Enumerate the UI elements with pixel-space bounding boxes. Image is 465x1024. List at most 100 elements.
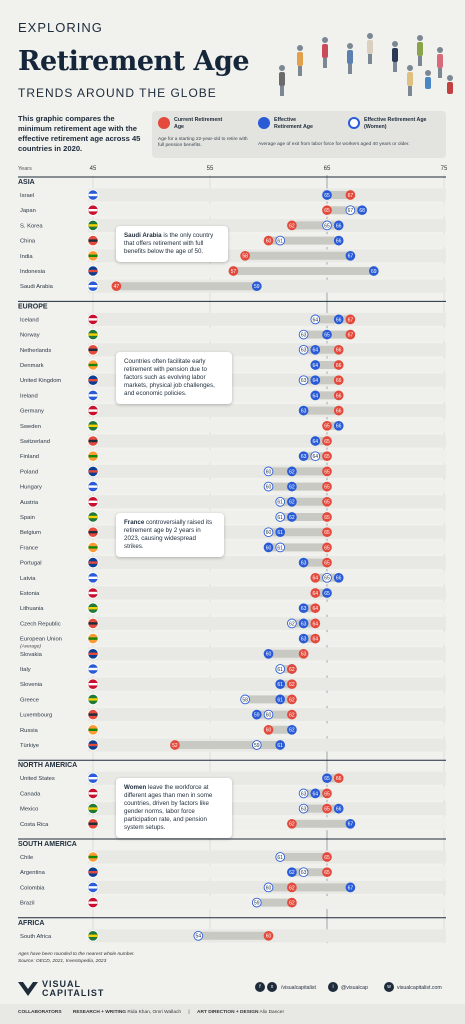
- country-label: Japan: [20, 208, 36, 214]
- flag-stripe: [88, 409, 98, 412]
- legend-current-label: Current Retirement Age: [174, 117, 223, 130]
- row-band: [88, 662, 446, 676]
- country-label: Finland: [20, 454, 39, 460]
- current-dot: [322, 867, 332, 878]
- effective-dot-label: 64: [313, 363, 319, 369]
- current-dot-label: 63: [301, 652, 307, 658]
- row-band: [88, 328, 446, 342]
- women-dot: [275, 542, 286, 553]
- country-label: Hungary: [20, 485, 42, 491]
- current-dot-label: 60: [266, 239, 272, 245]
- current-dot-label: 65: [324, 561, 330, 567]
- country-label: Poland: [20, 469, 38, 475]
- current-dot-label: 66: [336, 393, 342, 399]
- annotation-france: France controversially raised its retire…: [116, 513, 224, 557]
- current-dot-label: 65: [324, 530, 330, 536]
- effective-dot-label: 66: [336, 807, 342, 813]
- row-band: [88, 632, 446, 646]
- country-label: Switzerland: [20, 439, 50, 445]
- intro-text: This graphic compares the minimum retire…: [18, 114, 141, 153]
- globe-icon[interactable]: w: [384, 982, 394, 992]
- region-label: EUROPE: [18, 303, 48, 310]
- women-dot: [275, 852, 286, 862]
- effective-dot-label: 62: [289, 728, 295, 734]
- x-icon[interactable]: x: [267, 982, 277, 992]
- effective-dot: [287, 496, 297, 507]
- row-band: [88, 188, 446, 202]
- social-handle-2[interactable]: @visualcap: [341, 985, 368, 991]
- website-link[interactable]: visualcapitalist.com: [397, 985, 442, 991]
- range-bar: [256, 710, 292, 719]
- flag-stripe: [88, 561, 98, 564]
- current-dot: [287, 220, 297, 231]
- effective-dot-label: 61: [277, 530, 283, 536]
- country-label: Belgium: [20, 530, 41, 536]
- current-dot: [333, 344, 344, 355]
- flag-stripe: [88, 667, 98, 671]
- flag-stripe: [88, 254, 98, 257]
- annotation-women-text: leave the workforce at different ages th…: [124, 784, 213, 831]
- row-band: [88, 616, 446, 630]
- current-dot-label: 66: [336, 776, 342, 782]
- flag-stripe: [88, 470, 98, 473]
- flag-stripe: [88, 637, 98, 640]
- effective-dot: [298, 633, 309, 644]
- flag-stripe: [88, 193, 98, 197]
- range-bar: [116, 282, 257, 291]
- women-dot-label: 58: [242, 697, 248, 703]
- row-band: [88, 677, 446, 691]
- flag-stripe: [88, 209, 98, 212]
- art-label: ART DIRECTION + DESIGN: [197, 1010, 259, 1015]
- current-dot-label: 65: [324, 515, 330, 521]
- women-dot-label: 61: [277, 545, 283, 551]
- social-handle-1[interactable]: /visualcapitalist: [281, 985, 316, 991]
- flag-stripe: [88, 777, 98, 780]
- current-dot-label: 65: [324, 208, 330, 214]
- effective-dot: [368, 266, 379, 276]
- country-label: Iceland: [20, 317, 39, 323]
- country-sublabel: (Average): [20, 644, 41, 650]
- women-dot-label: 61: [277, 500, 283, 506]
- current-age-icon: [158, 117, 170, 129]
- current-dot-label: 64: [313, 591, 319, 597]
- current-dot-label: 65: [324, 870, 330, 876]
- effective-dot: [310, 788, 321, 799]
- women-dot-label: 60: [266, 485, 272, 491]
- range-bar: [315, 361, 339, 369]
- footnote-line2: Source: OECD, 2021, Investopedia, 2023: [18, 958, 107, 964]
- women-dot-label: 62: [289, 621, 295, 627]
- credits-label: COLLABORATORS: [18, 1010, 62, 1015]
- women-dot-label: 60: [266, 885, 272, 891]
- effective-dot-label: 62: [289, 870, 295, 876]
- women-dot-label: 60: [266, 469, 272, 475]
- country-label: Norway: [20, 333, 40, 339]
- facebook-icon[interactable]: f: [255, 982, 265, 992]
- row-band: [88, 571, 446, 585]
- current-dot: [345, 190, 356, 200]
- effective-dot-label: 62: [289, 515, 295, 521]
- women-dot: [263, 882, 274, 893]
- women-dot: [310, 314, 321, 325]
- flag-stripe: [88, 855, 98, 859]
- instagram-icon[interactable]: i: [328, 982, 338, 992]
- current-dot: [322, 420, 332, 431]
- current-dot: [287, 664, 297, 674]
- country-label: Chile: [20, 855, 33, 861]
- flag-stripe: [88, 698, 98, 701]
- effective-dot: [322, 190, 332, 200]
- flag-stripe: [88, 683, 98, 686]
- women-dot: [322, 220, 332, 231]
- range-bar: [315, 391, 339, 400]
- range-bar: [303, 804, 339, 813]
- current-dot-label: 62: [289, 223, 295, 229]
- effective-dot-label: 67: [348, 885, 354, 891]
- current-dot: [322, 205, 332, 216]
- range-bar: [303, 376, 339, 385]
- women-dot-label: 63: [301, 791, 307, 797]
- flag-stripe: [88, 622, 98, 625]
- effective-dot: [345, 250, 356, 261]
- current-dot-label: 58: [242, 254, 248, 260]
- effective-dot: [345, 882, 356, 893]
- current-dot: [287, 709, 297, 720]
- current-dot: [322, 527, 332, 538]
